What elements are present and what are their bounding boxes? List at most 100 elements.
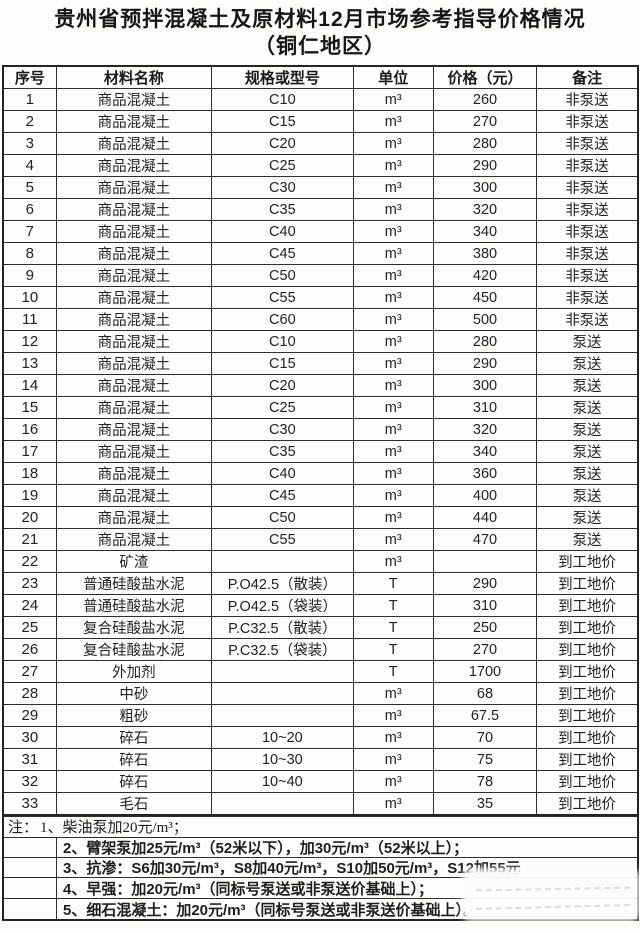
table-cell: T bbox=[352, 572, 434, 596]
table-cell: 非泵送 bbox=[536, 154, 639, 178]
table-cell: 20 bbox=[2, 506, 57, 530]
table-cell: 8 bbox=[2, 242, 57, 266]
table-cell: m³ bbox=[352, 110, 434, 134]
note-left-cell bbox=[4, 858, 57, 878]
table-cell: T bbox=[352, 616, 434, 640]
page-title-line1: 贵州省预拌混凝土及原材料12月市场参考指导价格情况 bbox=[54, 8, 586, 31]
table-cell: 270 bbox=[432, 110, 538, 134]
table-cell: 75 bbox=[432, 748, 538, 772]
table-cell: 商品混凝土 bbox=[55, 154, 213, 178]
price-table: 序号 材料名称 规格或型号 单位 价格（元） 备注 1 商品混凝土 C10 m³ 260 非泵送 2 商… bbox=[2, 64, 639, 817]
table-cell: 28 bbox=[2, 682, 57, 706]
table-cell: P.C32.5（袋装） bbox=[211, 638, 354, 662]
table-row: 27 外加剂 T 1700 到工地价 bbox=[2, 660, 639, 684]
table-cell: 粗砂 bbox=[55, 704, 213, 728]
note-text: 3、抗渗：S6加30元/m³，S8加40元/m³，S10加50元/m³，S12加… bbox=[63, 860, 521, 878]
table-cell: 15 bbox=[2, 396, 57, 420]
table-cell: 340 bbox=[432, 220, 538, 244]
table-cell: 到工地价 bbox=[536, 550, 639, 574]
table-cell: 300 bbox=[432, 374, 538, 398]
table-cell: 到工地价 bbox=[536, 682, 639, 706]
table-cell: 商品混凝土 bbox=[55, 418, 213, 442]
table-row: 3 商品混凝土 C20 m³ 280 非泵送 bbox=[2, 132, 639, 156]
table-row: 1 商品混凝土 C10 m³ 260 非泵送 bbox=[2, 88, 639, 112]
table-cell: 30 bbox=[2, 726, 57, 750]
table-cell: 250 bbox=[432, 616, 538, 640]
table-cell: 商品混凝土 bbox=[55, 462, 213, 486]
table-cell: 非泵送 bbox=[536, 220, 639, 244]
note-text: 5、细石混凝土：加20元/m³（同标号泵送或非泵送价基础上）。 bbox=[63, 901, 479, 919]
table-cell: C50 bbox=[211, 264, 354, 288]
table-cell bbox=[211, 792, 354, 816]
table-cell: 商品混凝土 bbox=[55, 484, 213, 508]
table-cell: 380 bbox=[432, 242, 538, 266]
table-cell: 碎石 bbox=[55, 726, 213, 750]
note-text: 4、早强：加20元/m³（同标号泵送或非泵送价基础上）； bbox=[63, 880, 434, 898]
table-cell bbox=[211, 660, 354, 684]
table-cell: 300 bbox=[432, 176, 538, 200]
table-row: 9 商品混凝土 C50 m³ 420 非泵送 bbox=[2, 264, 639, 288]
table-cell: 泵送 bbox=[536, 462, 639, 486]
notes-prefix: 注： bbox=[8, 820, 39, 837]
table-cell: 泵送 bbox=[536, 396, 639, 420]
notes-section: 注： 1、柴油泵加20元/m³； 2、臂架泵加25元/m³（52米以下），加30元/… bbox=[2, 816, 639, 922]
table-cell: m³ bbox=[352, 484, 434, 508]
table-cell: 非泵送 bbox=[536, 176, 639, 200]
table-cell: 外加剂 bbox=[55, 660, 213, 684]
table-cell: m³ bbox=[352, 704, 434, 728]
table-cell: 10~40 bbox=[211, 770, 354, 794]
table-cell: 碎石 bbox=[55, 770, 213, 794]
table-row: 2 商品混凝土 C15 m³ 270 非泵送 bbox=[2, 110, 639, 134]
note-text: 1、柴油泵加20元/m³； bbox=[40, 820, 188, 837]
table-row: 31 碎石 10~30 m³ 75 到工地价 bbox=[2, 748, 639, 772]
table-body: 1 商品混凝土 C10 m³ 260 非泵送 2 商品混凝土 C15 m³ 270 非泵送 3 商品混凝土… bbox=[2, 88, 639, 816]
table-cell: m³ bbox=[352, 550, 434, 574]
table-row: 30 碎石 10~20 m³ 70 到工地价 bbox=[2, 726, 639, 750]
table-cell: 9 bbox=[2, 264, 57, 288]
table-cell: 6 bbox=[2, 198, 57, 222]
table-cell: m³ bbox=[352, 264, 434, 288]
table-cell: 中砂 bbox=[55, 682, 213, 706]
column-header: 序号 bbox=[2, 65, 57, 90]
table-row: 8 商品混凝土 C45 m³ 380 非泵送 bbox=[2, 242, 639, 266]
table-cell: T bbox=[352, 638, 434, 662]
table-cell: 矿渣 bbox=[55, 550, 213, 574]
table-cell: 310 bbox=[432, 594, 538, 618]
table-row: 21 商品混凝土 C55 m³ 470 泵送 bbox=[2, 528, 639, 552]
table-cell: 22 bbox=[2, 550, 57, 574]
table-row: 29 粗砂 m³ 67.5 到工地价 bbox=[2, 704, 639, 728]
table-cell: 非泵送 bbox=[536, 198, 639, 222]
table-cell: 泵送 bbox=[536, 330, 639, 354]
table-cell: m³ bbox=[352, 418, 434, 442]
table-cell: 商品混凝土 bbox=[55, 396, 213, 420]
table-cell: 复合硅酸盐水泥 bbox=[55, 638, 213, 662]
table-cell: 10~20 bbox=[211, 726, 354, 750]
table-cell: 290 bbox=[432, 154, 538, 178]
table-row: 26 复合硅酸盐水泥 P.C32.5（袋装） T 270 到工地价 bbox=[2, 638, 639, 662]
table-cell: 280 bbox=[432, 132, 538, 156]
table-cell: P.C32.5（散装） bbox=[211, 616, 354, 640]
table-cell: C55 bbox=[211, 528, 354, 552]
table-cell: 1 bbox=[2, 88, 57, 112]
table-cell: 碎石 bbox=[55, 748, 213, 772]
table-cell: 270 bbox=[432, 638, 538, 662]
table-cell: 商品混凝土 bbox=[55, 528, 213, 552]
table-cell: 260 bbox=[432, 88, 538, 112]
column-header: 规格或型号 bbox=[211, 65, 354, 90]
table-row: 12 商品混凝土 C10 m³ 280 泵送 bbox=[2, 330, 639, 354]
table-cell: C20 bbox=[211, 132, 354, 156]
table-cell: m³ bbox=[352, 176, 434, 200]
table-cell: 毛石 bbox=[55, 792, 213, 816]
table-cell: C35 bbox=[211, 440, 354, 464]
table-cell: 非泵送 bbox=[536, 132, 639, 156]
table-cell: C10 bbox=[211, 88, 354, 112]
page-title: 贵州省预拌混凝土及原材料12月市场参考指导价格情况 （铜仁地区） bbox=[0, 0, 640, 61]
note-left-cell bbox=[4, 878, 57, 898]
table-cell: C50 bbox=[211, 506, 354, 530]
table-cell bbox=[211, 704, 354, 728]
table-cell: m³ bbox=[352, 286, 434, 310]
table-cell: 18 bbox=[2, 462, 57, 486]
table-row: 20 商品混凝土 C50 m³ 440 泵送 bbox=[2, 506, 639, 530]
table-cell: 4 bbox=[2, 154, 57, 178]
table-cell: 到工地价 bbox=[536, 616, 639, 640]
